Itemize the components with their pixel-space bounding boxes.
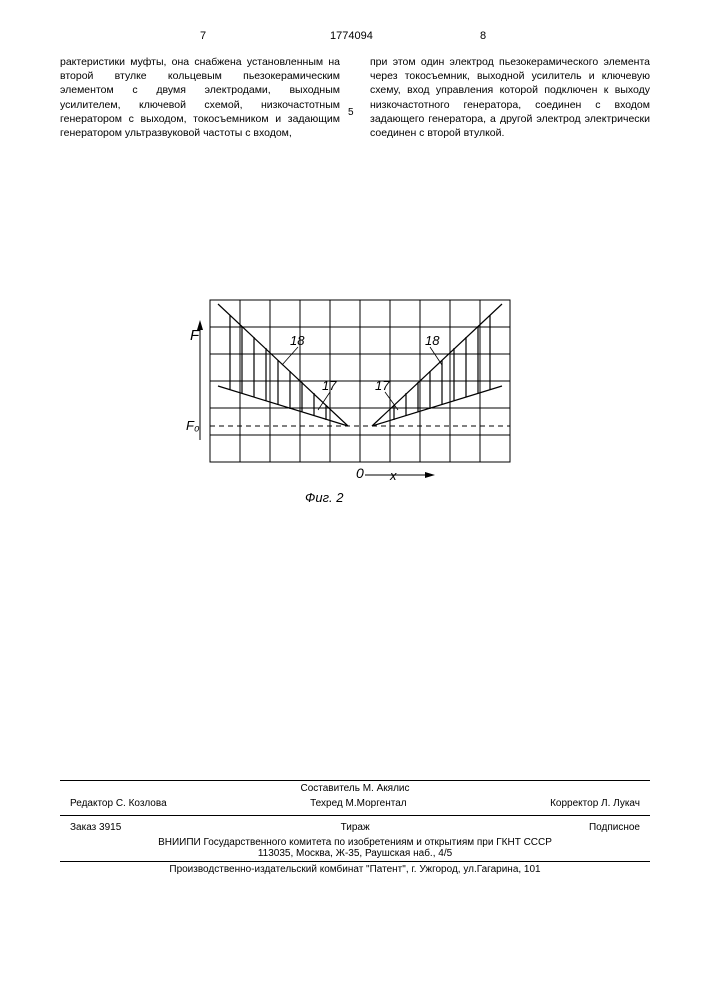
print-line: Производственно-издательский комбинат "П… — [60, 864, 650, 875]
document-number: 1774094 — [330, 30, 373, 42]
org-line-2: 113035, Москва, Ж-35, Раушская наб., 4/5 — [60, 848, 650, 859]
org-line-1: ВНИИПИ Государственного комитета по изоб… — [60, 837, 650, 848]
page-number-right: 8 — [480, 30, 486, 42]
callout-18-right: 18 — [425, 333, 440, 348]
y-axis-f0-label: F₀ — [186, 418, 200, 433]
callout-17-left: 17 — [322, 378, 337, 393]
credits-row: Редактор С. Козлова Техред М.Моргентал К… — [60, 794, 650, 813]
line-number: 5 — [348, 107, 354, 118]
text-column-left: рактеристики муфты, она снабжена установ… — [60, 55, 340, 140]
callout-18-left: 18 — [290, 333, 305, 348]
callout-17-right: 17 — [375, 378, 390, 393]
text-column-right: при этом один электрод пьезокерамическог… — [370, 55, 650, 140]
figure-2: F F₀ 0 18 17 17 18 — [170, 290, 530, 510]
compiler-line: Составитель М. Акялис — [60, 783, 650, 794]
origin-label: 0 — [356, 465, 364, 481]
order-row: Заказ 3915 Тираж Подписное — [60, 818, 650, 837]
footer-block: Составитель М. Акялис Редактор С. Козлов… — [60, 778, 650, 875]
figure-caption: Фиг. 2 — [305, 490, 343, 505]
x-axis-label: x — [390, 468, 397, 483]
page-number-left: 7 — [200, 30, 206, 42]
